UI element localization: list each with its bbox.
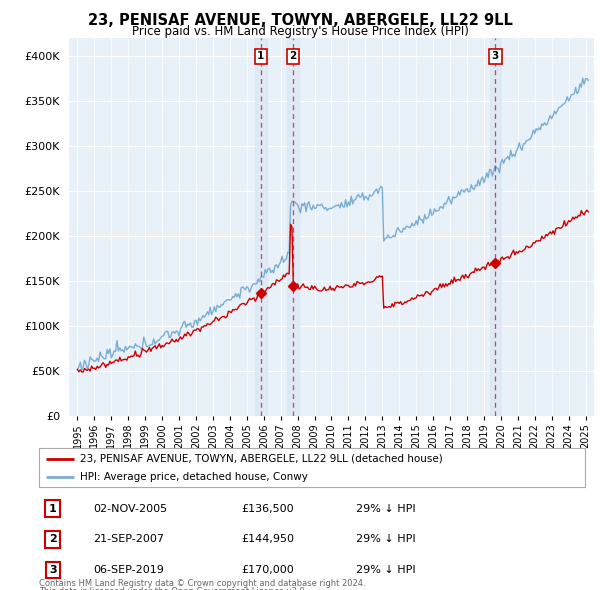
Text: 29% ↓ HPI: 29% ↓ HPI (356, 565, 415, 575)
Bar (255, 38, 267, 416)
Text: 2: 2 (49, 535, 56, 544)
Text: Price paid vs. HM Land Registry's House Price Index (HPI): Price paid vs. HM Land Registry's House … (131, 25, 469, 38)
Text: 02-NOV-2005: 02-NOV-2005 (94, 504, 168, 514)
Text: 1: 1 (257, 51, 265, 61)
Text: 2: 2 (289, 51, 296, 61)
Text: Contains HM Land Registry data © Crown copyright and database right 2024.: Contains HM Land Registry data © Crown c… (39, 579, 365, 588)
Text: £144,950: £144,950 (241, 535, 294, 544)
Text: 06-SEP-2019: 06-SEP-2019 (94, 565, 164, 575)
Text: £136,500: £136,500 (241, 504, 293, 514)
Text: 21-SEP-2007: 21-SEP-2007 (94, 535, 164, 544)
Bar (490, 38, 502, 416)
Text: £170,000: £170,000 (241, 565, 294, 575)
Text: 23, PENISAF AVENUE, TOWYN, ABERGELE, LL22 9LL: 23, PENISAF AVENUE, TOWYN, ABERGELE, LL2… (88, 13, 512, 28)
Text: 3: 3 (492, 51, 499, 61)
Text: 1: 1 (49, 504, 56, 514)
Text: 29% ↓ HPI: 29% ↓ HPI (356, 535, 415, 544)
Text: 29% ↓ HPI: 29% ↓ HPI (356, 504, 415, 514)
Text: This data is licensed under the Open Government Licence v3.0.: This data is licensed under the Open Gov… (39, 587, 307, 590)
Bar (287, 38, 299, 416)
Text: 3: 3 (49, 565, 56, 575)
Text: 23, PENISAF AVENUE, TOWYN, ABERGELE, LL22 9LL (detached house): 23, PENISAF AVENUE, TOWYN, ABERGELE, LL2… (80, 454, 443, 464)
Text: HPI: Average price, detached house, Conwy: HPI: Average price, detached house, Conw… (80, 472, 308, 482)
